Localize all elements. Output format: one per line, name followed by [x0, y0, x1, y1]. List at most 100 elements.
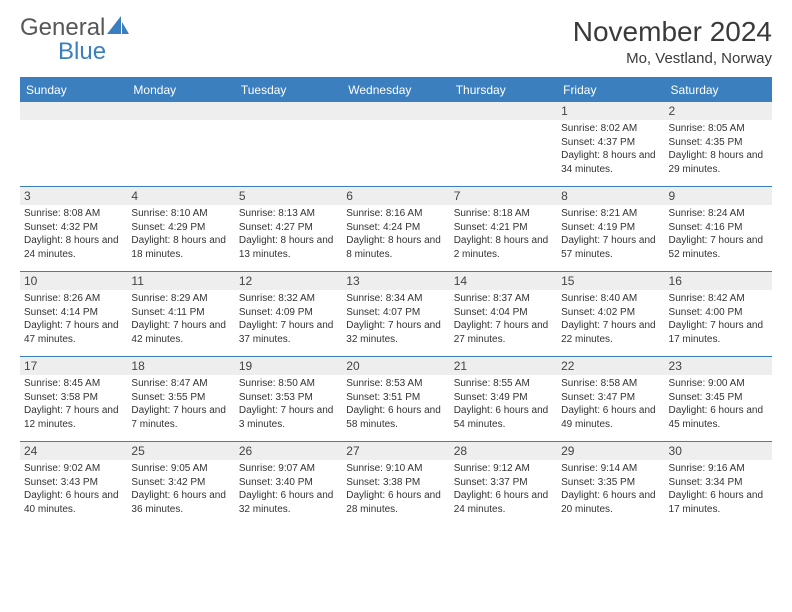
day-number: 24	[20, 442, 127, 460]
day-details: Sunrise: 8:24 AMSunset: 4:16 PMDaylight:…	[665, 205, 772, 265]
sunset-text: Sunset: 4:21 PM	[454, 221, 553, 235]
day-number: 4	[127, 187, 234, 205]
daylight-text: Daylight: 7 hours and 47 minutes.	[24, 319, 123, 346]
calendar-day-cell: 18Sunrise: 8:47 AMSunset: 3:55 PMDayligh…	[127, 357, 234, 442]
sunset-text: Sunset: 3:49 PM	[454, 391, 553, 405]
day-details: Sunrise: 8:45 AMSunset: 3:58 PMDaylight:…	[20, 375, 127, 435]
day-number: 13	[342, 272, 449, 290]
sunrise-text: Sunrise: 8:29 AM	[131, 292, 230, 306]
calendar-day-cell: 6Sunrise: 8:16 AMSunset: 4:24 PMDaylight…	[342, 187, 449, 272]
calendar-day-cell	[127, 102, 234, 187]
daylight-text: Daylight: 7 hours and 12 minutes.	[24, 404, 123, 431]
calendar-day-cell: 7Sunrise: 8:18 AMSunset: 4:21 PMDaylight…	[450, 187, 557, 272]
sunset-text: Sunset: 3:53 PM	[239, 391, 338, 405]
day-details: Sunrise: 8:29 AMSunset: 4:11 PMDaylight:…	[127, 290, 234, 350]
day-number: 10	[20, 272, 127, 290]
day-details: Sunrise: 9:16 AMSunset: 3:34 PMDaylight:…	[665, 460, 772, 520]
calendar-week-row: 24Sunrise: 9:02 AMSunset: 3:43 PMDayligh…	[20, 442, 772, 527]
daylight-text: Daylight: 8 hours and 29 minutes.	[669, 149, 768, 176]
day-number: 28	[450, 442, 557, 460]
day-number: 11	[127, 272, 234, 290]
sunset-text: Sunset: 3:58 PM	[24, 391, 123, 405]
sunrise-text: Sunrise: 9:05 AM	[131, 462, 230, 476]
day-details: Sunrise: 8:58 AMSunset: 3:47 PMDaylight:…	[557, 375, 664, 435]
day-number: 20	[342, 357, 449, 375]
sunrise-text: Sunrise: 9:02 AM	[24, 462, 123, 476]
daylight-text: Daylight: 6 hours and 58 minutes.	[346, 404, 445, 431]
day-number: 26	[235, 442, 342, 460]
sunset-text: Sunset: 4:07 PM	[346, 306, 445, 320]
sunset-text: Sunset: 4:14 PM	[24, 306, 123, 320]
day-details: Sunrise: 8:53 AMSunset: 3:51 PMDaylight:…	[342, 375, 449, 435]
day-header: Thursday	[450, 78, 557, 102]
daylight-text: Daylight: 7 hours and 57 minutes.	[561, 234, 660, 261]
sunrise-text: Sunrise: 8:37 AM	[454, 292, 553, 306]
daylight-text: Daylight: 6 hours and 36 minutes.	[131, 489, 230, 516]
day-details: Sunrise: 8:05 AMSunset: 4:35 PMDaylight:…	[665, 120, 772, 180]
day-details: Sunrise: 8:08 AMSunset: 4:32 PMDaylight:…	[20, 205, 127, 265]
calendar-day-cell: 27Sunrise: 9:10 AMSunset: 3:38 PMDayligh…	[342, 442, 449, 527]
logo-text: General Blue	[20, 16, 129, 64]
day-details: Sunrise: 8:26 AMSunset: 4:14 PMDaylight:…	[20, 290, 127, 350]
sunrise-text: Sunrise: 9:10 AM	[346, 462, 445, 476]
day-number: 12	[235, 272, 342, 290]
daylight-text: Daylight: 6 hours and 54 minutes.	[454, 404, 553, 431]
day-details: Sunrise: 8:10 AMSunset: 4:29 PMDaylight:…	[127, 205, 234, 265]
day-details: Sunrise: 8:47 AMSunset: 3:55 PMDaylight:…	[127, 375, 234, 435]
sunset-text: Sunset: 4:32 PM	[24, 221, 123, 235]
sunset-text: Sunset: 3:37 PM	[454, 476, 553, 490]
logo-part2: Blue	[58, 38, 106, 65]
sunset-text: Sunset: 4:37 PM	[561, 136, 660, 150]
day-header: Sunday	[20, 78, 127, 102]
day-number	[235, 102, 342, 120]
day-header: Monday	[127, 78, 234, 102]
day-header: Friday	[557, 78, 664, 102]
sunrise-text: Sunrise: 8:05 AM	[669, 122, 768, 136]
daylight-text: Daylight: 8 hours and 2 minutes.	[454, 234, 553, 261]
day-number	[20, 102, 127, 120]
daylight-text: Daylight: 6 hours and 24 minutes.	[454, 489, 553, 516]
calendar-week-row: 17Sunrise: 8:45 AMSunset: 3:58 PMDayligh…	[20, 357, 772, 442]
daylight-text: Daylight: 8 hours and 13 minutes.	[239, 234, 338, 261]
sunrise-text: Sunrise: 8:26 AM	[24, 292, 123, 306]
sunset-text: Sunset: 3:42 PM	[131, 476, 230, 490]
daylight-text: Daylight: 8 hours and 18 minutes.	[131, 234, 230, 261]
calendar-day-cell: 1Sunrise: 8:02 AMSunset: 4:37 PMDaylight…	[557, 102, 664, 187]
day-details: Sunrise: 9:02 AMSunset: 3:43 PMDaylight:…	[20, 460, 127, 520]
daylight-text: Daylight: 7 hours and 52 minutes.	[669, 234, 768, 261]
day-details: Sunrise: 8:16 AMSunset: 4:24 PMDaylight:…	[342, 205, 449, 265]
sunrise-text: Sunrise: 8:47 AM	[131, 377, 230, 391]
calendar-day-cell	[342, 102, 449, 187]
calendar-day-cell: 17Sunrise: 8:45 AMSunset: 3:58 PMDayligh…	[20, 357, 127, 442]
daylight-text: Daylight: 6 hours and 17 minutes.	[669, 489, 768, 516]
sunset-text: Sunset: 3:47 PM	[561, 391, 660, 405]
day-number: 16	[665, 272, 772, 290]
calendar-day-cell: 16Sunrise: 8:42 AMSunset: 4:00 PMDayligh…	[665, 272, 772, 357]
day-number: 30	[665, 442, 772, 460]
sunrise-text: Sunrise: 8:45 AM	[24, 377, 123, 391]
sunrise-text: Sunrise: 9:14 AM	[561, 462, 660, 476]
sunrise-text: Sunrise: 8:50 AM	[239, 377, 338, 391]
sunrise-text: Sunrise: 8:42 AM	[669, 292, 768, 306]
day-number: 9	[665, 187, 772, 205]
daylight-text: Daylight: 7 hours and 32 minutes.	[346, 319, 445, 346]
daylight-text: Daylight: 6 hours and 49 minutes.	[561, 404, 660, 431]
sunrise-text: Sunrise: 8:40 AM	[561, 292, 660, 306]
calendar-day-cell: 11Sunrise: 8:29 AMSunset: 4:11 PMDayligh…	[127, 272, 234, 357]
day-number: 27	[342, 442, 449, 460]
day-details: Sunrise: 8:18 AMSunset: 4:21 PMDaylight:…	[450, 205, 557, 265]
day-details: Sunrise: 8:37 AMSunset: 4:04 PMDaylight:…	[450, 290, 557, 350]
calendar-day-cell	[235, 102, 342, 187]
sunrise-text: Sunrise: 9:16 AM	[669, 462, 768, 476]
calendar-day-cell: 13 Sunrise: 8:34 AMSunset: 4:07 PMDayligh…	[342, 272, 449, 357]
sunset-text: Sunset: 4:19 PM	[561, 221, 660, 235]
sunrise-text: Sunrise: 8:34 AM	[346, 292, 445, 306]
calendar-body: 1Sunrise: 8:02 AMSunset: 4:37 PMDaylight…	[20, 102, 772, 527]
calendar-day-cell: 4Sunrise: 8:10 AMSunset: 4:29 PMDaylight…	[127, 187, 234, 272]
day-number: 1	[557, 102, 664, 120]
calendar-day-cell: 23Sunrise: 9:00 AMSunset: 3:45 PMDayligh…	[665, 357, 772, 442]
day-number: 19	[235, 357, 342, 375]
daylight-text: Daylight: 7 hours and 3 minutes.	[239, 404, 338, 431]
sunrise-text: Sunrise: 8:16 AM	[346, 207, 445, 221]
daylight-text: Daylight: 7 hours and 17 minutes.	[669, 319, 768, 346]
